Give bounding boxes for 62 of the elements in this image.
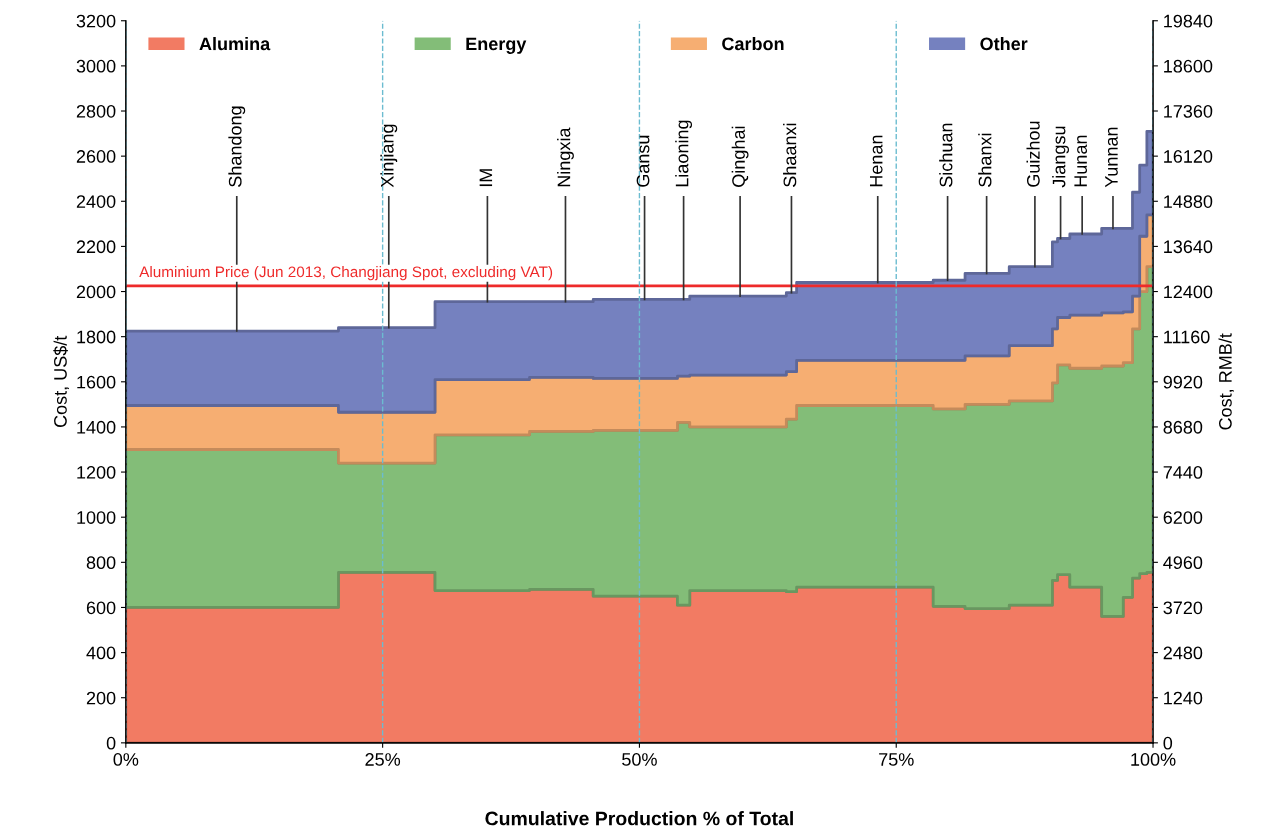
y-tick-label: 1800 xyxy=(77,330,116,344)
y2-tick-label: 18600 xyxy=(1164,59,1213,73)
annotation: Liaoning xyxy=(675,120,693,187)
y-tick-label: 200 xyxy=(86,691,116,705)
annotation: Sichuan xyxy=(939,123,953,187)
y2-tick-label: 14880 xyxy=(1164,195,1213,208)
legend-label: Alumina xyxy=(199,37,271,51)
y2-tick-label: 19840 xyxy=(1164,14,1213,28)
annotation: IM xyxy=(479,169,493,187)
legend-label: Energy xyxy=(466,37,527,54)
y-tick-label: 2000 xyxy=(76,285,116,299)
y-axis-title: Cost, US$/t xyxy=(53,335,69,428)
y-tick-label: 1600 xyxy=(77,375,116,389)
y-tick-label: 0 xyxy=(106,736,116,750)
y-tick-label: 400 xyxy=(86,646,116,660)
y2-tick-label: 17360 xyxy=(1164,104,1213,118)
y2-tick-label: 12400 xyxy=(1164,285,1213,299)
annotation: Ningxia xyxy=(557,127,574,187)
y-tick-label: 1400 xyxy=(77,420,116,434)
y2-tick-label: 9920 xyxy=(1163,375,1203,389)
annotation: Jiangsu xyxy=(1052,126,1069,188)
y-tick-label: 2200 xyxy=(76,240,116,254)
y-tick-label: 2600 xyxy=(76,150,116,163)
annotation: Shanxi xyxy=(978,133,992,187)
y2-axis-title: Cost, RMB/t xyxy=(1218,333,1234,430)
y2-tick-label: 4960 xyxy=(1163,556,1203,570)
annotation: Xinjiang xyxy=(380,124,398,188)
y2-tick-label: 16120 xyxy=(1164,150,1213,163)
x-tick-label: 50% xyxy=(622,753,657,766)
x-tick-label: 25% xyxy=(365,753,401,766)
y2-tick-label: 8680 xyxy=(1163,420,1203,434)
y2-tick-label: 13640 xyxy=(1164,240,1213,254)
y2-tick-label: 7440 xyxy=(1163,466,1203,479)
annotation: Hunan xyxy=(1074,135,1087,187)
ref-line-label: Aluminium Price (Jun 2013, Changjiang Spot, excluding VAT) xyxy=(139,266,553,281)
y-tick-label: 3000 xyxy=(76,59,116,73)
y-tick-label: 3200 xyxy=(76,14,116,28)
y-tick-label: 2400 xyxy=(76,195,116,208)
annotation: Qinghai xyxy=(731,126,749,187)
annotation: Henan xyxy=(869,135,883,187)
y2-tick-label: 0 xyxy=(1163,736,1173,750)
annotation: Shandong xyxy=(228,106,246,187)
annotation: Guizhou xyxy=(1026,121,1040,187)
y-tick-label: 1000 xyxy=(77,511,116,524)
annotation: Yunnan xyxy=(1105,127,1118,188)
y2-tick-label: 11160 xyxy=(1164,330,1210,344)
annotation: Shaanxi xyxy=(783,123,797,187)
x-axis-title: Cumulative Production % of Total xyxy=(485,811,793,826)
x-tick-label: 100% xyxy=(1131,753,1176,766)
y2-tick-label: 3720 xyxy=(1163,601,1203,615)
y-tick-label: 800 xyxy=(86,556,116,570)
y-tick-label: 2800 xyxy=(76,104,116,118)
legend-label: Other xyxy=(980,37,1028,51)
y-tick-label: 1200 xyxy=(77,466,116,479)
y-tick-label: 600 xyxy=(86,601,116,615)
legend-label: Carbon xyxy=(722,37,784,51)
x-tick-label: 0% xyxy=(113,753,139,766)
y2-tick-label: 2480 xyxy=(1163,646,1203,660)
y2-tick-label: 1240 xyxy=(1164,691,1203,705)
annotation: Gansu xyxy=(636,135,650,187)
y2-tick-label: 6200 xyxy=(1163,511,1203,524)
x-tick-label: 75% xyxy=(879,753,914,766)
